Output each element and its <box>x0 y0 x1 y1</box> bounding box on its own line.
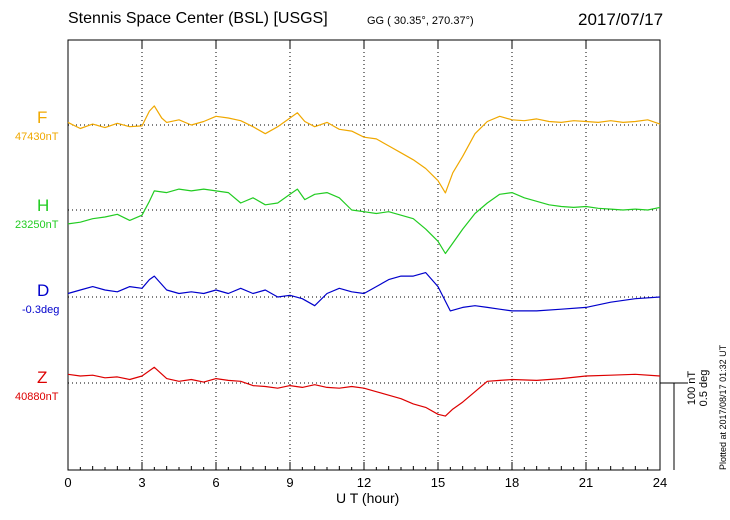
x-tick-label: 6 <box>212 475 219 490</box>
x-tick-label: 3 <box>138 475 145 490</box>
plotted-timestamp: Plotted at 2017/08/17 01:32 UT <box>718 344 728 470</box>
scale-bar-label: 100 nT 0.5 deg <box>686 366 710 410</box>
traces <box>67 105 661 417</box>
series-line-d <box>67 272 661 312</box>
series-line-f <box>67 105 661 194</box>
series-line-z <box>67 366 661 417</box>
component-label-z: Z <box>37 368 48 387</box>
x-axis-tick-labels: 0 3 6 9 12 15 18 21 24 <box>64 475 667 490</box>
series-line-h <box>67 188 661 255</box>
plot-date: 2017/07/17 <box>578 10 664 29</box>
station-coordinates: GG ( 30.35°, 270.37°) <box>367 15 474 27</box>
component-label-d: D <box>37 281 50 300</box>
x-axis-label: U T (hour) <box>336 490 400 506</box>
station-title: Stennis Space Center (BSL) [USGS] <box>68 10 328 27</box>
component-label-h: H <box>37 196 50 215</box>
scale-nt-label: 100 nT <box>686 370 698 406</box>
x-tick-label: 12 <box>357 475 371 490</box>
x-tick-label: 15 <box>431 475 445 490</box>
grid-lines <box>68 40 660 470</box>
x-tick-label: 21 <box>579 475 593 490</box>
scale-deg-label: 0.5 deg <box>698 369 710 407</box>
baseline-label-f: 47430nT <box>15 131 59 143</box>
baseline-label-h: 23250nT <box>15 219 59 231</box>
x-tick-label: 18 <box>505 475 519 490</box>
scale-bar <box>660 382 688 470</box>
x-axis-ticks <box>67 40 661 470</box>
x-tick-label: 9 <box>286 475 293 490</box>
baseline-label-z: 40880nT <box>15 391 59 403</box>
x-tick-label: 24 <box>653 475 667 490</box>
x-tick-label: 0 <box>64 475 71 490</box>
baseline-label-d: -0.3deg <box>22 304 60 316</box>
component-label-f: F <box>37 108 48 127</box>
